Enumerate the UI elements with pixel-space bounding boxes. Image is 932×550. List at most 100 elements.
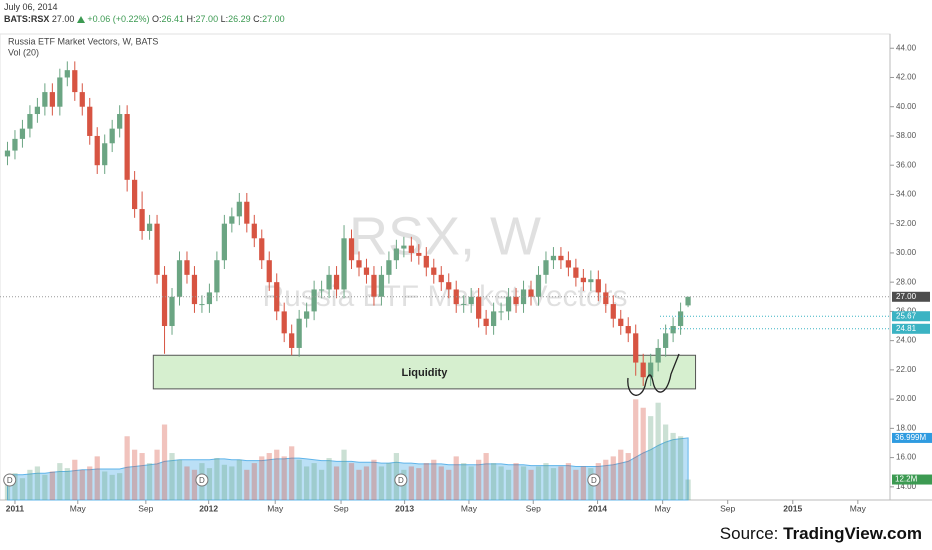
volume-bar <box>640 407 646 500</box>
candle-body <box>483 318 489 327</box>
candle-body <box>146 223 153 231</box>
candle-body <box>401 245 407 249</box>
candle-body <box>461 304 467 306</box>
header-quote: BATS:RSX 27.00 +0.06 (+0.22%) O:26.41 H:… <box>4 14 285 24</box>
candle-body <box>34 106 41 115</box>
candle-body <box>648 362 654 378</box>
volume-bar <box>281 456 287 500</box>
candle-body <box>476 296 482 319</box>
candle-body <box>326 274 332 290</box>
y-tick-label: 32.00 <box>896 219 917 228</box>
candle-body <box>94 135 100 166</box>
candle-body <box>139 209 145 231</box>
candle-body <box>663 333 669 348</box>
volume-bar <box>34 466 41 500</box>
volume-bar <box>311 463 317 500</box>
dividend-label: D <box>199 476 205 485</box>
candle-body <box>408 245 414 253</box>
volume-bar <box>648 416 654 500</box>
candle-body <box>161 274 168 327</box>
candle-body <box>281 311 287 334</box>
volume-ma-area <box>6 437 689 501</box>
volume-bar <box>139 453 145 500</box>
candle-body <box>595 279 601 293</box>
candle-body <box>528 289 534 297</box>
candle-body <box>341 238 347 290</box>
candle-body <box>154 223 160 275</box>
source-name: TradingView.com <box>783 524 922 543</box>
high-label: H: <box>186 14 196 24</box>
annotation-curve <box>627 353 680 396</box>
candle-body <box>64 70 70 78</box>
volume-bar <box>655 402 661 500</box>
candle-body <box>363 267 370 275</box>
volume-bar <box>528 469 534 500</box>
candle-body <box>87 106 93 136</box>
candle-body <box>72 70 78 93</box>
candle-body <box>206 292 213 305</box>
volume-bar <box>633 399 639 500</box>
volume-tag <box>892 474 932 485</box>
volume-bar <box>356 469 362 500</box>
x-tick-label: Sep <box>138 503 153 513</box>
candle-body <box>580 277 586 283</box>
volume-bar <box>236 459 242 500</box>
y-tick-label: 44.00 <box>896 43 917 52</box>
candle-body <box>520 289 527 305</box>
volume-bar <box>371 459 377 500</box>
y-tick-label: 16.00 <box>896 453 917 462</box>
volume-bar <box>550 468 557 500</box>
candle-body <box>640 362 646 378</box>
volume-bar <box>229 466 235 500</box>
candle-body <box>333 274 340 290</box>
chart-title: Russia ETF Market Vectors, W, BATS <box>8 36 158 46</box>
volume-bar <box>663 424 669 500</box>
volume-bar <box>438 466 444 500</box>
volume-bar <box>423 463 429 500</box>
candle-body <box>423 255 429 268</box>
volume-bar <box>296 459 302 500</box>
x-tick-label: Sep <box>526 503 541 513</box>
candle-body <box>543 260 549 275</box>
candle-body <box>378 274 385 297</box>
candle-body <box>677 311 684 327</box>
candle-body <box>558 255 564 261</box>
y-tick-label: 30.00 <box>896 248 917 257</box>
close: 27.00 <box>262 14 285 24</box>
candle-body <box>236 201 242 217</box>
x-tick-label: May <box>461 503 478 513</box>
dividend-label: D <box>7 476 13 485</box>
candle-body <box>633 333 639 363</box>
x-tick-label: 2012 <box>199 503 218 513</box>
price-tag-label: 27.00 <box>896 292 917 301</box>
x-tick-label: Sep <box>720 503 735 513</box>
volume-bar <box>446 469 452 500</box>
volume-bar <box>146 463 153 500</box>
candle-body <box>251 223 257 239</box>
volume-bar <box>94 456 100 500</box>
change: +0.06 (+0.22%) <box>87 14 150 24</box>
candle-body <box>498 311 504 313</box>
candle-body <box>169 296 175 327</box>
low: 26.29 <box>228 14 251 24</box>
candle-body <box>191 274 198 305</box>
y-tick-label: 42.00 <box>896 73 917 82</box>
up-arrow <box>76 16 85 23</box>
candle-body <box>655 347 661 363</box>
volume-bar <box>505 469 512 500</box>
volume-bar <box>386 463 392 500</box>
volume-bar <box>603 459 609 500</box>
candle-body <box>244 201 250 224</box>
x-tick-label: 2014 <box>588 503 607 513</box>
volume-bar <box>4 476 11 500</box>
y-tick-label: 20.00 <box>896 394 917 403</box>
volume-bar <box>117 473 123 500</box>
volume-bar <box>289 446 295 500</box>
volume-title: Vol (20) <box>8 47 39 57</box>
volume-bar <box>49 471 55 500</box>
candle-body <box>490 311 497 327</box>
symbol: BATS:RSX <box>4 14 50 24</box>
volume-bar <box>498 466 504 500</box>
volume-bar <box>184 466 190 500</box>
volume-bar <box>72 459 78 500</box>
